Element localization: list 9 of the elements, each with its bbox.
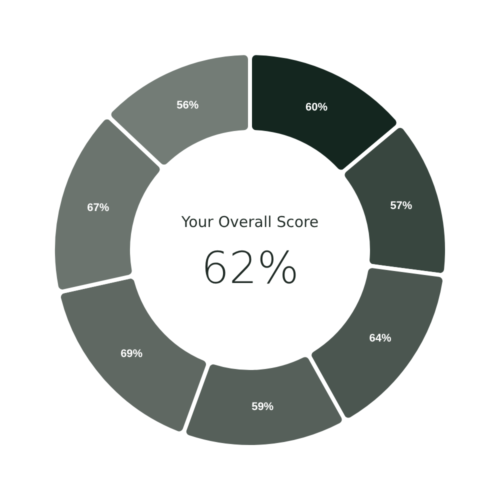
- data-label: 64%: [369, 332, 392, 344]
- text: 62%: [201, 243, 299, 294]
- text: Your Overall Score: [180, 213, 319, 231]
- data-label: 59%: [252, 400, 274, 413]
- data-label: 69%: [120, 348, 143, 360]
- data-label: 56%: [176, 99, 199, 112]
- data-label: 67%: [87, 202, 110, 214]
- data-label: 60%: [306, 101, 328, 114]
- data-label: 57%: [390, 200, 412, 212]
